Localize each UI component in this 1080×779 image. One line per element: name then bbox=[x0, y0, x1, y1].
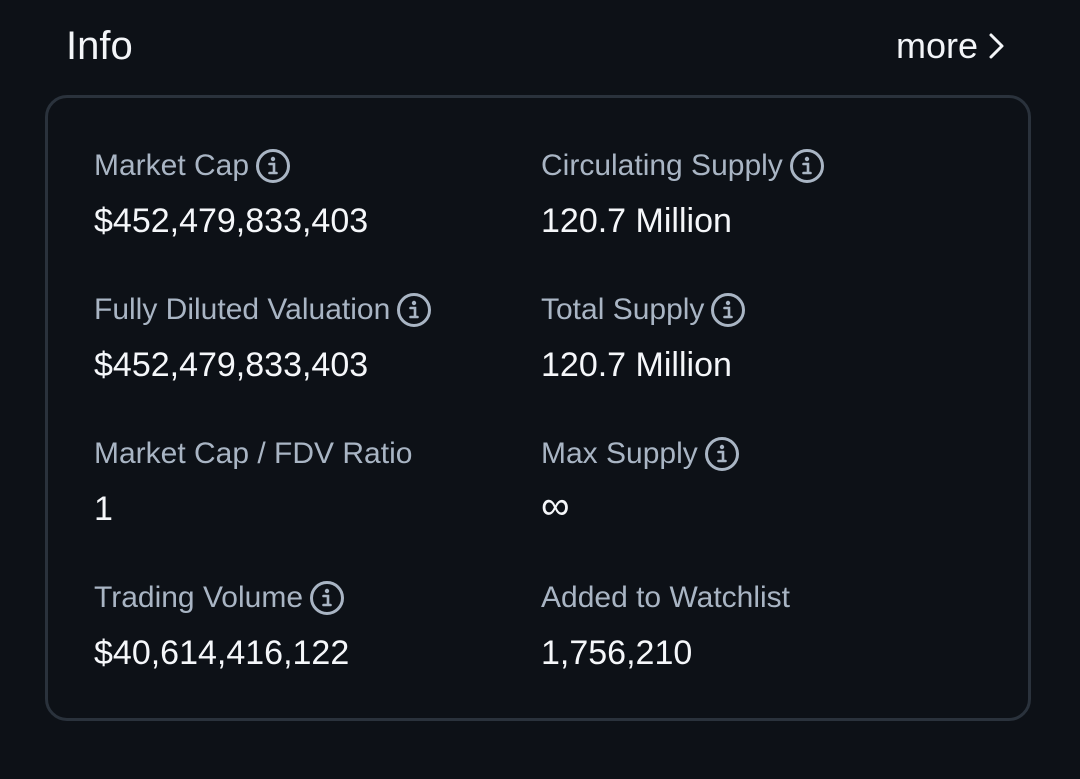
info-header: Info more bbox=[66, 18, 1006, 74]
info-icon[interactable] bbox=[255, 148, 291, 184]
stat-trading-volume: Trading Volume $40,614,416,122 bbox=[94, 578, 541, 722]
stat-market-cap: Market Cap $452,479,833,403 bbox=[94, 146, 541, 290]
info-icon[interactable] bbox=[309, 580, 345, 616]
info-icon[interactable] bbox=[704, 436, 740, 472]
stat-label: Market Cap / FDV Ratio bbox=[94, 437, 413, 470]
stat-label: Max Supply bbox=[541, 437, 698, 470]
more-label: more bbox=[895, 25, 978, 66]
more-link[interactable]: more bbox=[896, 25, 1006, 67]
info-icon[interactable] bbox=[789, 148, 825, 184]
stat-value: 120.7 Million bbox=[541, 346, 732, 384]
stat-value: ∞ bbox=[541, 484, 570, 528]
stat-value: 120.7 Million bbox=[541, 202, 732, 240]
section-title: Info bbox=[66, 23, 133, 68]
stat-label: Total Supply bbox=[541, 293, 705, 326]
stat-value: $452,479,833,403 bbox=[94, 346, 369, 384]
info-card: Market Cap $452,479,833,403 Circulating … bbox=[45, 95, 1031, 721]
stat-value: 1 bbox=[94, 490, 113, 528]
info-icon[interactable] bbox=[396, 292, 432, 328]
stat-value: 1,756,210 bbox=[541, 634, 693, 672]
stat-total-supply: Total Supply 120.7 Million bbox=[541, 290, 988, 434]
chevron-right-icon bbox=[989, 33, 1004, 59]
stat-label: Fully Diluted Valuation bbox=[94, 293, 391, 326]
stat-value: $40,614,416,122 bbox=[94, 634, 350, 672]
stat-value: $452,479,833,403 bbox=[94, 202, 369, 240]
stat-label: Market Cap bbox=[94, 149, 250, 182]
stat-label: Trading Volume bbox=[94, 581, 304, 614]
stats-grid: Market Cap $452,479,833,403 Circulating … bbox=[94, 146, 994, 722]
stat-circulating-supply: Circulating Supply 120.7 Million bbox=[541, 146, 988, 290]
stat-label: Circulating Supply bbox=[541, 149, 783, 182]
stat-added-to-watchlist: Added to Watchlist 1,756,210 bbox=[541, 578, 988, 722]
info-icon[interactable] bbox=[710, 292, 746, 328]
stat-label: Added to Watchlist bbox=[541, 581, 791, 614]
stat-max-supply: Max Supply ∞ bbox=[541, 434, 988, 578]
stat-market-cap-fdv-ratio: Market Cap / FDV Ratio 1 bbox=[94, 434, 541, 578]
stat-fully-diluted-valuation: Fully Diluted Valuation $452,479,833,403 bbox=[94, 290, 541, 434]
